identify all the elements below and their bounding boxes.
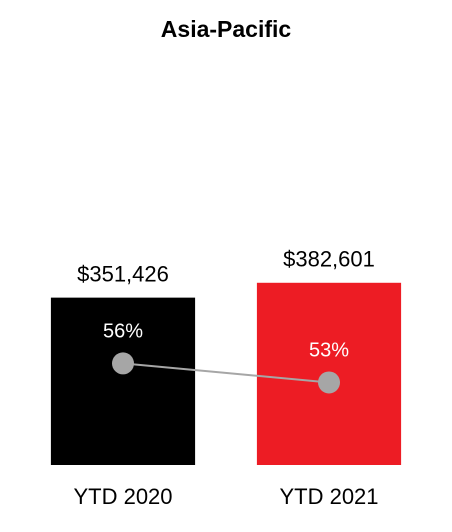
line	[122, 362, 330, 384]
value-label: 56%	[103, 321, 143, 343]
point	[112, 352, 134, 375]
value-label: 53%	[309, 340, 349, 362]
chart-title: Asia-Pacific	[161, 16, 292, 42]
bar	[50, 297, 196, 465]
x-tick-label: YTD 2021	[279, 484, 378, 509]
point	[318, 371, 340, 394]
x-tick-label: YTD 2020	[73, 484, 172, 509]
value-label: $351,426	[77, 261, 169, 286]
value-label: $382,601	[283, 247, 375, 272]
